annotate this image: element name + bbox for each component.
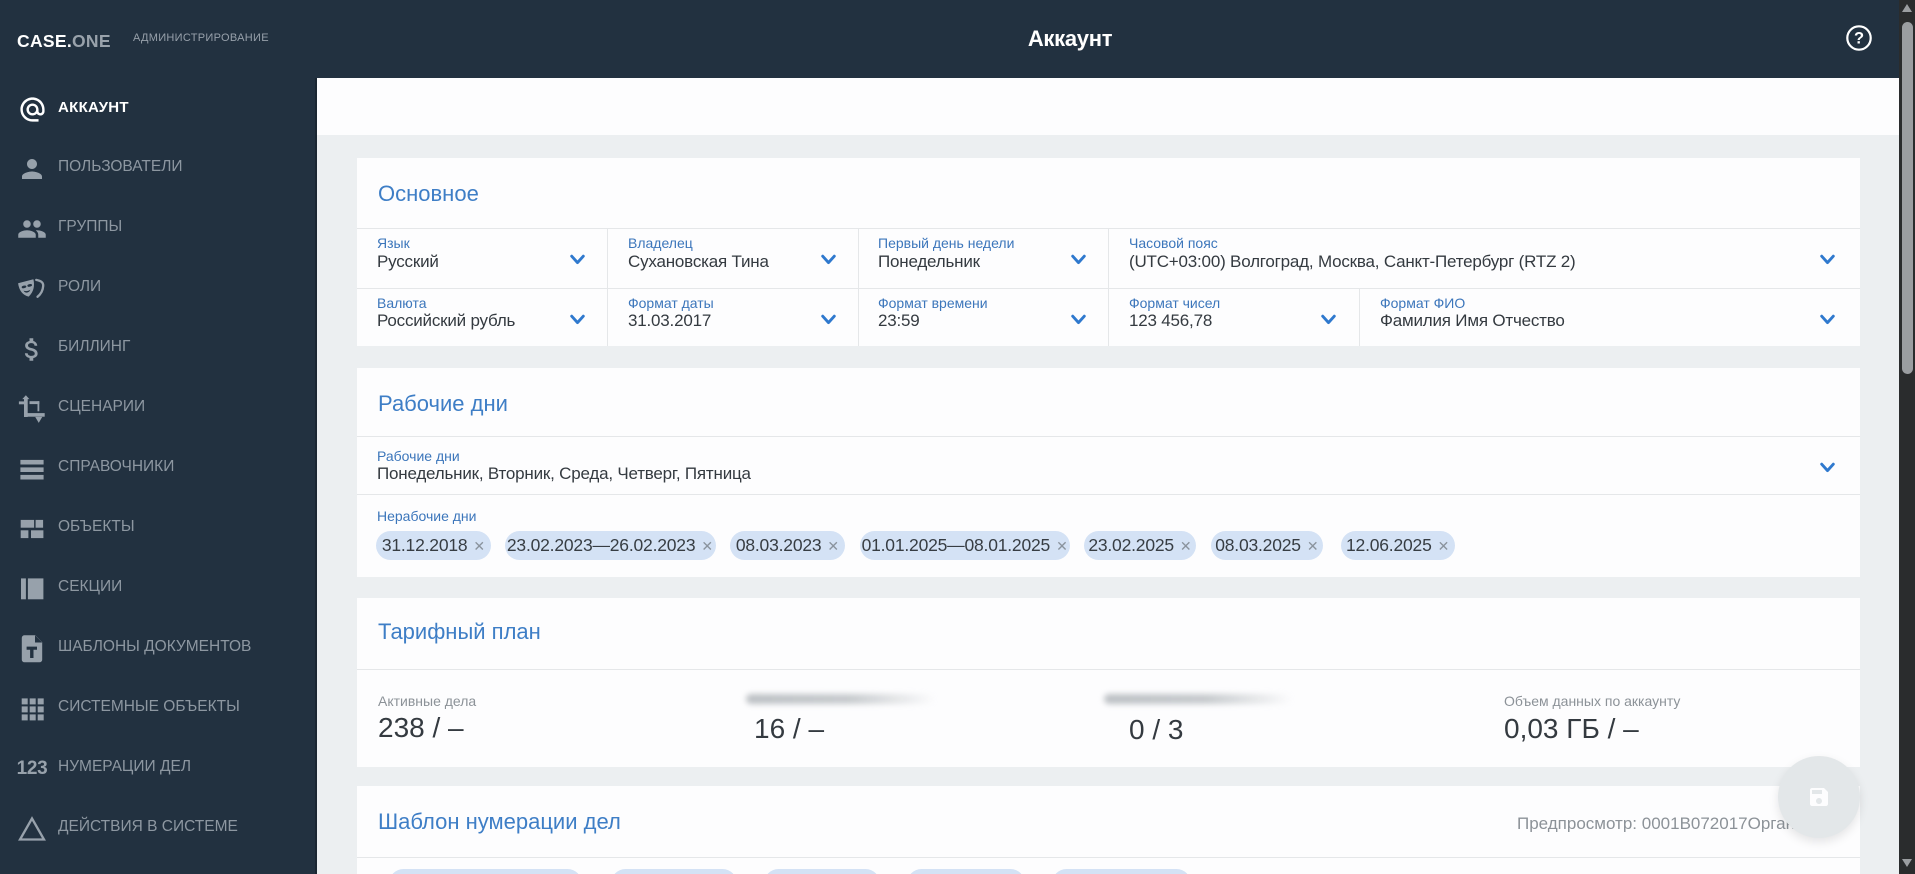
svg-text:?: ? (1854, 30, 1864, 48)
